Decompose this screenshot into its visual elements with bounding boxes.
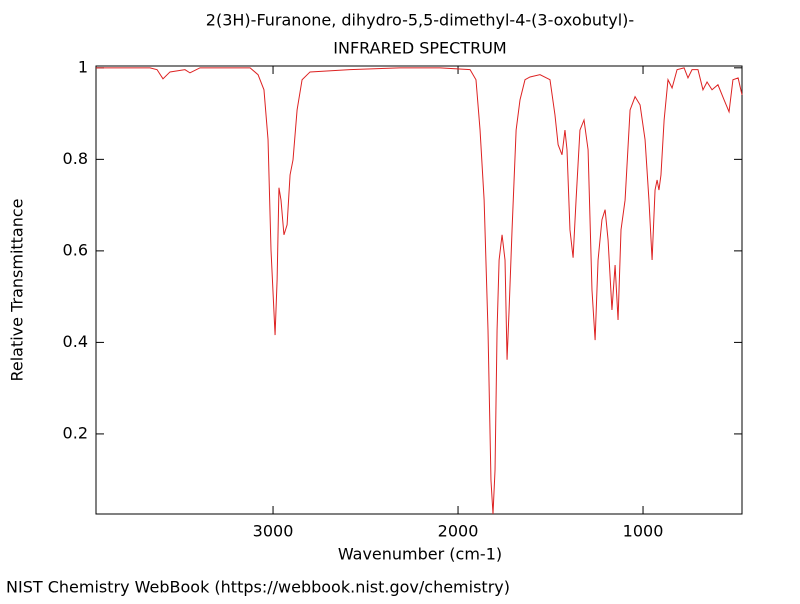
x-axis-label: Wavenumber (cm-1) (338, 545, 502, 564)
x-tick-label: 2000 (438, 522, 479, 541)
y-tick-label: 0.4 (63, 332, 88, 351)
x-tick-label: 1000 (623, 522, 664, 541)
y-tick-label: 0.2 (63, 423, 88, 442)
y-tick-label: 0.6 (63, 240, 88, 259)
y-tick-label: 0.8 (63, 149, 88, 168)
spectrum-line (96, 67, 743, 515)
plot-frame (95, 65, 743, 515)
footer: NIST Chemistry WebBook (https://webbook.… (6, 578, 510, 597)
chart-subtitle: INFRARED SPECTRUM (333, 39, 506, 58)
y-tick-label: 1 (78, 57, 88, 76)
y-axis-label: Relative Transmittance (8, 198, 27, 381)
chart-title: 2(3H)-Furanone, dihydro-5,5-dimethyl-4-(… (206, 11, 634, 30)
x-tick-label: 3000 (253, 522, 294, 541)
